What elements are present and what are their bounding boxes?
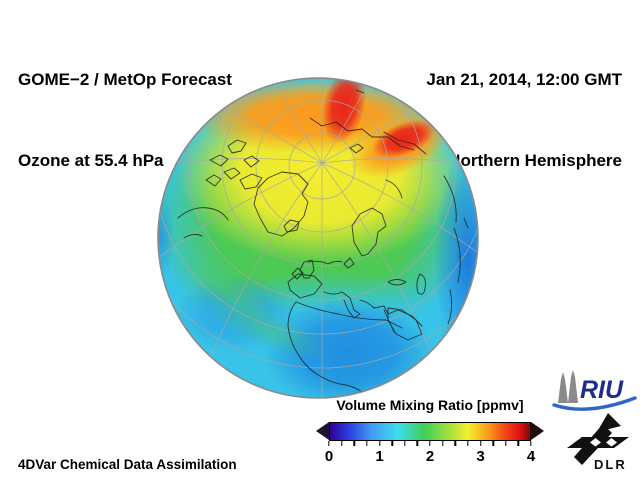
colorbar-gradient	[329, 422, 531, 441]
colorbar-title: Volume Mixing Ratio [ppmv]	[336, 397, 524, 413]
colorbar-tick-3: 3	[476, 448, 485, 465]
globe-rim	[157, 77, 479, 399]
colorbar-tick-0: 0	[324, 448, 334, 465]
colorbar-tick-1: 1	[375, 448, 384, 465]
globe-visualization	[157, 77, 479, 399]
ozone-green-arc-2	[207, 302, 333, 360]
dlr-mark-icon	[567, 413, 629, 465]
cathedral-icon	[558, 370, 578, 403]
riu-swoosh	[552, 396, 637, 411]
colorbar-ticks	[328, 441, 532, 447]
ozone-red-maximum-1	[321, 78, 367, 144]
assimilation-label: 4DVar Chemical Data Assimilation	[18, 457, 237, 472]
colorbar-tick-4: 4	[526, 448, 536, 465]
riu-wordmark: RIU	[580, 376, 624, 404]
dlr-wordmark: DLR	[594, 457, 627, 471]
ozone-blue-west-rim	[158, 190, 175, 282]
header-right: Jan 21, 2014, 12:00 GMT Northern Hemisph…	[426, 12, 622, 228]
riu-logo: RIU	[552, 370, 637, 411]
colorbar-tick-labels: 0 1 2 3 4	[325, 448, 535, 466]
graticule	[158, 78, 478, 398]
product-title: GOME−2 / MetOp Forecast	[18, 70, 232, 89]
dlr-logo: DLR	[567, 413, 629, 471]
datetime-label: Jan 21, 2014, 12:00 GMT	[426, 70, 622, 89]
footer-credits: 4DVar Chemical Data Assimilation SACADA …	[18, 402, 237, 480]
header-left: GOME−2 / MetOp Forecast Ozone at 55.4 hP…	[18, 12, 232, 228]
ozone-field-layers	[158, 78, 478, 398]
colorbar-tick-2: 2	[425, 448, 435, 465]
pressure-level-title: Ozone at 55.4 hPa	[18, 151, 164, 170]
hemisphere-label: Northern Hemisphere	[448, 151, 622, 170]
colorbar-left-arrow	[316, 422, 329, 440]
colorbar-right-arrow	[531, 422, 544, 440]
coastlines	[177, 89, 469, 393]
